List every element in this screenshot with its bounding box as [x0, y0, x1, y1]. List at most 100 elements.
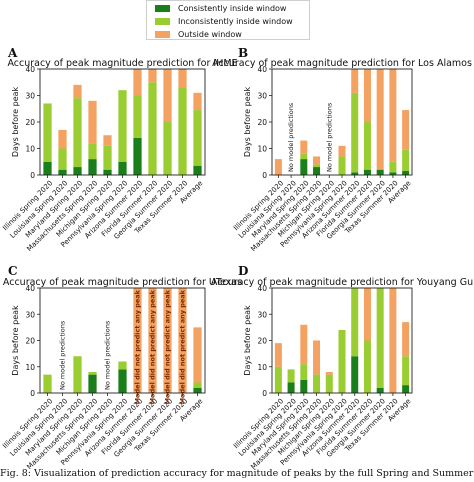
bar-segment [325, 372, 333, 375]
bar-segment [163, 69, 172, 122]
bar-segment [133, 69, 142, 96]
legend-label-outside: Outside window [178, 29, 242, 39]
bar-segment [148, 288, 157, 393]
bar-segment [73, 98, 82, 168]
y-tick-label: 10 [25, 363, 35, 372]
bar-segment [351, 92, 359, 173]
bar-segment [300, 140, 308, 154]
bar-segment [118, 361, 127, 370]
bar-segment [300, 159, 308, 175]
bar-segment [338, 330, 346, 393]
bar-segment [163, 122, 172, 175]
legend-swatch-inconsistent [155, 17, 170, 25]
y-axis-label: Days before peak [243, 305, 252, 376]
legend-item-inconsistent: Inconsistently inside window [155, 15, 293, 27]
bar-annotation: No model predictions [325, 102, 333, 172]
bar-segment [313, 374, 321, 393]
y-tick-label: 40 [257, 284, 267, 293]
bar-annotation: Model did not predict any peak [149, 289, 157, 404]
bar-segment [178, 87, 187, 175]
legend-item-consistent: Consistently inside window [155, 2, 286, 14]
bar-segment [274, 159, 282, 175]
y-tick-label: 0 [262, 171, 267, 180]
bar-segment [58, 169, 67, 175]
bar-segment [73, 356, 82, 393]
bar-segment [376, 387, 384, 393]
bar-segment [73, 167, 82, 175]
bar-segment [178, 69, 187, 88]
bar-segment [402, 171, 410, 175]
bar-segment [300, 324, 308, 365]
bar-segment [58, 129, 67, 149]
bar-segment [88, 374, 97, 393]
bar-segment [313, 164, 321, 168]
bar-segment [287, 382, 295, 393]
y-tick-label: 20 [25, 118, 35, 127]
bar-segment [313, 167, 321, 175]
y-tick-label: 0 [262, 389, 267, 398]
panel-letter: B [238, 46, 248, 60]
bar-annotation: No model predictions [59, 320, 67, 390]
bar-segment [103, 135, 112, 146]
bar-segment [118, 90, 127, 162]
chart-title: Accuracy of peak magnitude prediction fo… [212, 58, 472, 69]
bar-segment [73, 84, 82, 99]
bar-annotation: Model did not predict any peak [134, 289, 142, 404]
bar-segment [351, 356, 359, 393]
bar-segment [376, 288, 384, 388]
y-tick-label: 0 [30, 171, 35, 180]
panel-letter: D [238, 264, 248, 278]
chart-title: Accuracy of peak magnitude prediction fo… [7, 58, 237, 69]
y-tick-label: 10 [25, 145, 35, 154]
y-tick-label: 20 [25, 337, 35, 346]
bar-segment [103, 169, 112, 175]
panel-letter: C [8, 264, 18, 278]
bar-segment [163, 288, 172, 393]
panel-letter: A [7, 46, 18, 60]
legend: Consistently inside window Inconsistentl… [146, 0, 310, 40]
y-tick-label: 30 [257, 310, 267, 319]
bar-segment [389, 69, 397, 162]
bar-annotation: No model predictions [287, 102, 295, 172]
y-axis-label: Days before peak [243, 86, 252, 157]
bar-annotation: Model did not predict any peak [179, 289, 187, 404]
bar-segment [193, 387, 202, 393]
bar-segment [313, 340, 321, 375]
y-tick-label: 30 [25, 310, 35, 319]
bar-segment [376, 169, 384, 175]
bar-segment [402, 110, 410, 150]
bar-segment [148, 82, 157, 175]
bar-segment [389, 172, 397, 175]
bar-segment [363, 69, 371, 122]
bar-segment [300, 153, 308, 160]
legend-swatch-consistent [155, 4, 170, 12]
legend-label-inconsistent: Inconsistently inside window [178, 16, 293, 26]
chart-title: Accuracy of peak magnitude prediction fo… [3, 277, 242, 288]
bar-segment [178, 288, 187, 393]
bar-segment [351, 288, 359, 357]
bar-segment [43, 161, 52, 175]
y-axis-label: Days before peak [11, 305, 20, 376]
figure-caption: Fig. 8: Visualization of prediction accu… [0, 468, 474, 479]
bar-segment [376, 69, 384, 170]
bar-segment [300, 379, 308, 393]
bar-segment [402, 356, 410, 386]
y-tick-label: 40 [25, 284, 35, 293]
y-tick-label: 30 [257, 92, 267, 101]
y-tick-label: 40 [25, 65, 35, 74]
bar-segment [389, 161, 397, 173]
bar-segment [325, 374, 333, 393]
bar-segment [118, 369, 127, 393]
bar-segment [402, 149, 410, 172]
bar-segment [43, 374, 52, 393]
bar-segment [133, 95, 142, 138]
y-tick-label: 40 [257, 65, 267, 74]
bar-segment [274, 343, 282, 367]
bar-segment [88, 143, 97, 160]
chart-title: Accuracy of peak magnitude prediction fo… [211, 277, 473, 288]
y-tick-label: 0 [30, 389, 35, 398]
